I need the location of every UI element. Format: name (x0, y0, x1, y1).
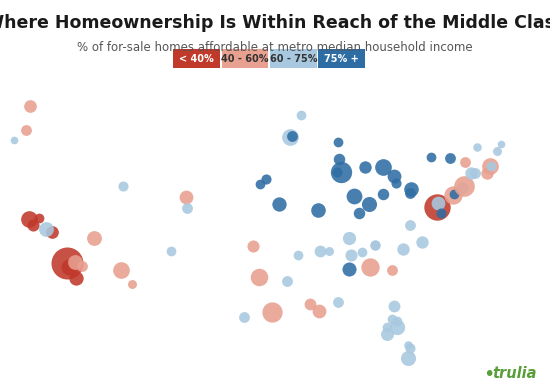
Point (255, 181, 264, 187)
Point (366, 264, 375, 270)
Point (62, 259, 71, 266)
Text: % of for-sale homes affordable at metro median household income: % of for-sale homes affordable at metro … (77, 41, 473, 54)
Point (25, 103, 34, 109)
Point (383, 324, 392, 330)
Point (370, 242, 379, 248)
Point (333, 168, 342, 175)
Point (405, 345, 414, 351)
Point (473, 144, 482, 151)
Point (255, 274, 263, 280)
Point (324, 247, 333, 254)
Text: 60 - 75%: 60 - 75% (270, 54, 317, 64)
Point (393, 324, 402, 330)
Point (418, 239, 427, 245)
Point (461, 159, 470, 166)
Point (167, 247, 175, 254)
Point (314, 207, 322, 213)
Point (459, 182, 468, 189)
Point (432, 203, 441, 210)
Point (458, 185, 466, 191)
Point (393, 318, 402, 324)
Point (497, 141, 506, 147)
Text: Where Homeownership Is Within Reach of the Middle Class: Where Homeownership Is Within Reach of t… (0, 14, 550, 32)
Point (434, 200, 443, 206)
Point (344, 235, 353, 241)
Point (446, 155, 455, 161)
Point (485, 163, 494, 169)
Point (370, 242, 379, 248)
Point (360, 164, 369, 170)
Point (427, 154, 436, 160)
Point (294, 252, 302, 258)
Point (306, 301, 315, 307)
Point (350, 193, 359, 199)
Point (337, 168, 346, 175)
Text: •: • (483, 365, 494, 384)
Point (492, 148, 501, 154)
Point (239, 314, 248, 320)
Point (378, 164, 387, 170)
Point (248, 243, 257, 249)
Point (354, 210, 363, 217)
Point (404, 355, 412, 361)
Point (358, 249, 366, 255)
Point (398, 246, 407, 252)
Point (65, 264, 74, 270)
Point (344, 266, 353, 272)
Point (406, 186, 415, 192)
Point (387, 267, 396, 273)
Point (183, 205, 191, 211)
Point (365, 201, 374, 207)
Point (286, 134, 295, 140)
Point (315, 308, 323, 314)
Point (390, 173, 399, 179)
Text: < 40%: < 40% (179, 54, 214, 64)
Point (449, 191, 458, 197)
Point (333, 298, 342, 305)
Point (262, 175, 271, 182)
Point (347, 252, 356, 258)
Point (448, 192, 457, 198)
Point (334, 156, 343, 162)
Point (48, 229, 57, 235)
Point (128, 281, 136, 287)
Point (316, 247, 324, 254)
Point (405, 222, 414, 228)
Text: trulia: trulia (492, 366, 537, 381)
Point (390, 303, 399, 309)
Point (482, 170, 491, 176)
Point (182, 194, 190, 200)
Point (268, 309, 277, 315)
Point (70, 259, 79, 265)
Point (78, 263, 86, 269)
Point (383, 331, 392, 337)
Point (29, 222, 38, 228)
Point (333, 138, 342, 145)
Point (288, 133, 296, 139)
Point (24, 216, 33, 223)
Point (274, 201, 283, 207)
Point (42, 226, 51, 232)
Point (404, 342, 412, 348)
Text: 40 - 60%: 40 - 60% (221, 54, 269, 64)
Point (296, 112, 305, 118)
Point (90, 235, 99, 241)
Point (487, 163, 496, 169)
Point (466, 170, 475, 176)
Point (392, 180, 401, 186)
Point (405, 189, 414, 196)
Point (117, 267, 126, 273)
Point (471, 170, 480, 176)
Point (378, 191, 387, 197)
Point (22, 127, 31, 133)
Point (71, 275, 80, 282)
Text: 75% +: 75% + (324, 54, 359, 64)
Point (282, 278, 291, 284)
Point (34, 215, 43, 221)
Point (437, 210, 446, 217)
Point (10, 137, 19, 144)
Point (119, 182, 128, 189)
Point (387, 316, 396, 322)
